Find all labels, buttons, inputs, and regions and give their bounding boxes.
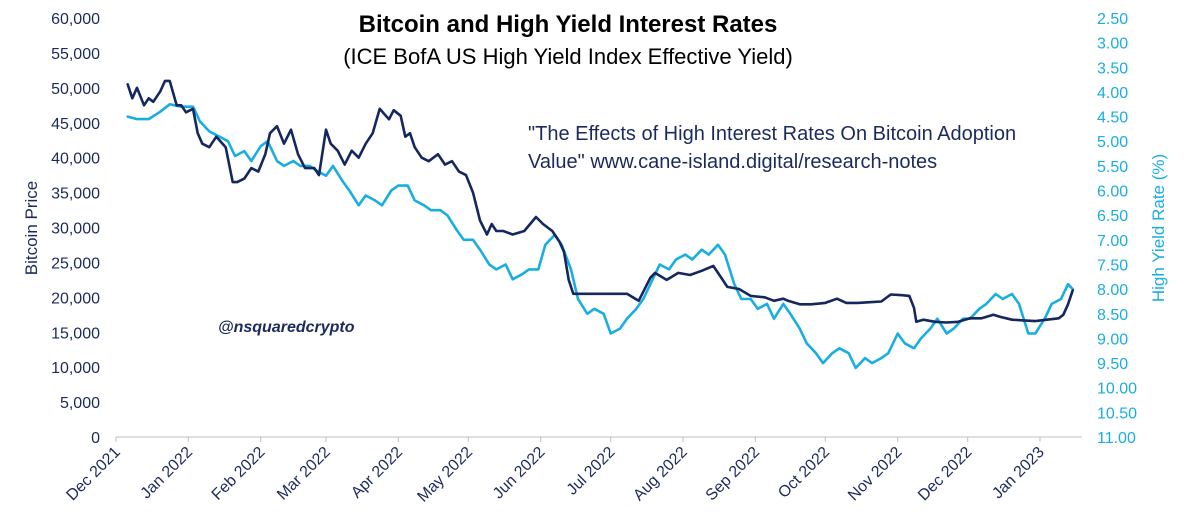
y-tick-label: 0 <box>91 430 100 447</box>
y-tick-label: 35,000 <box>51 186 100 203</box>
y-tick-label: 40,000 <box>51 151 100 168</box>
x-tick-label: Jul 2022 <box>564 444 619 499</box>
series-layer <box>126 79 1074 370</box>
x-tick-label: Dec 2021 <box>63 444 124 505</box>
y-right-tick-label: 8.00 <box>1097 282 1128 299</box>
x-tick-label: Jan 2022 <box>138 444 197 503</box>
y-right-tick-label: 4.50 <box>1097 110 1128 127</box>
y-right-tick-label: 2.50 <box>1097 11 1128 28</box>
y-tick-label: 15,000 <box>51 325 100 342</box>
x-tick-label: Feb 2022 <box>209 444 269 504</box>
y-tick-label: 25,000 <box>51 255 100 272</box>
high-yield-rate-line <box>126 103 1074 370</box>
y-right-tick-label: 7.00 <box>1097 233 1128 250</box>
y-axis-title: Bitcoin Price <box>22 181 41 275</box>
y-right-tick-label: 6.00 <box>1097 184 1128 201</box>
x-tick-label: Sep 2022 <box>703 444 764 505</box>
y-right-tick-label: 10.00 <box>1097 381 1137 398</box>
y-tick-label: 10,000 <box>51 360 100 377</box>
x-tick-label: Oct 2022 <box>775 444 833 502</box>
y-right-tick-label: 5.00 <box>1097 134 1128 151</box>
y-tick-label: 45,000 <box>51 116 100 133</box>
y-right-tick-label: 7.50 <box>1097 258 1128 275</box>
chart-title: Bitcoin and High Yield Interest Rates <box>359 11 778 38</box>
x-tick-label: Nov 2022 <box>845 444 906 505</box>
y-right-tick-label: 6.50 <box>1097 208 1128 225</box>
x-tick-label: Apr 2022 <box>348 444 406 502</box>
x-tick-label: Mar 2022 <box>274 444 334 504</box>
x-tick-label: May 2022 <box>414 444 476 506</box>
x-tick-label: Jun 2022 <box>490 444 549 503</box>
y-tick-label: 20,000 <box>51 290 100 307</box>
y-tick-label: 50,000 <box>51 81 100 98</box>
annotation-line-2: Value" www.cane-island.digital/research-… <box>528 151 937 173</box>
y-right-tick-label: 8.50 <box>1097 307 1128 324</box>
y-right-tick-label: 9.00 <box>1097 331 1128 348</box>
y-right-tick-label: 5.50 <box>1097 159 1128 176</box>
y-right-tick-label: 10.50 <box>1097 405 1137 422</box>
chart-subtitle: (ICE BofA US High Yield Index Effective … <box>343 44 793 69</box>
y-axis-right-title: High Yield Rate (%) <box>1149 154 1168 302</box>
bitcoin-price-line <box>126 79 1074 324</box>
watermark: @nsquaredcrypto <box>218 319 355 336</box>
y-axis-right-ticks: 2.50 3.00 3.50 4.00 4.50 5.00 5.50 6.00 6.50 7.00… <box>1097 11 1137 447</box>
x-tick-label: Aug 2022 <box>630 444 691 505</box>
y-tick-label: 60,000 <box>51 11 100 28</box>
y-right-tick-label: 3.50 <box>1097 60 1128 77</box>
x-tick-label: Jan 2023 <box>989 444 1048 503</box>
x-tick-label: Dec 2022 <box>915 444 976 505</box>
y-right-tick-label: 9.50 <box>1097 356 1128 373</box>
y-tick-label: 55,000 <box>51 46 100 63</box>
annotation-line-1: "The Effects of High Interest Rates On B… <box>528 123 1016 145</box>
y-right-tick-label: 11.00 <box>1097 430 1136 447</box>
y-right-tick-label: 4.00 <box>1097 85 1128 102</box>
y-axis-ticks: 0 5,000 10,000 15,000 20,000 25,000 30,000 35,0… <box>51 11 100 447</box>
x-axis-ticks: Dec 2021 Jan 2022 Feb 2022 Mar 2022 Apr 2022… <box>63 437 1048 506</box>
y-right-tick-label: 3.00 <box>1097 36 1128 53</box>
y-tick-label: 5,000 <box>60 395 100 412</box>
y-tick-label: 30,000 <box>51 221 100 238</box>
